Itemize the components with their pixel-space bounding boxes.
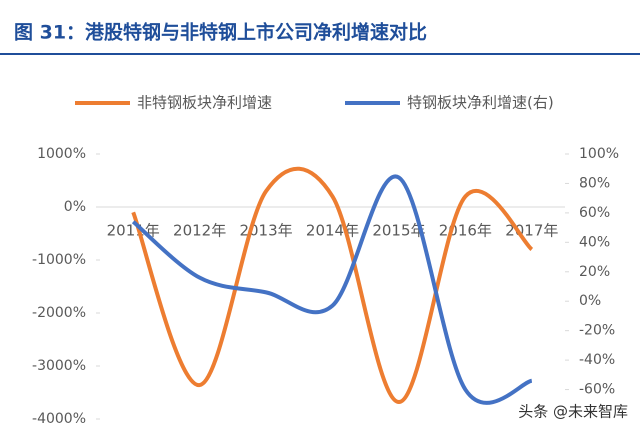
y2-tick-label: 100% bbox=[579, 146, 619, 162]
y2-tick-label: 60% bbox=[579, 205, 610, 221]
y2-tick-label: -40% bbox=[579, 352, 615, 368]
y2-tick-label: 80% bbox=[579, 175, 610, 191]
x-tick-label: 2014年 bbox=[306, 222, 359, 240]
series-line bbox=[131, 166, 534, 405]
y-tick-label: -4000% bbox=[32, 411, 86, 427]
legend-label: 非特钢板块净利增速 bbox=[137, 94, 272, 112]
y-tick-label: -1000% bbox=[32, 252, 86, 268]
y-tick-label: -3000% bbox=[32, 358, 86, 374]
y2-tick-label: 40% bbox=[579, 234, 610, 250]
y2-tick-label: -60% bbox=[579, 382, 615, 398]
y2-tick-label: -20% bbox=[579, 323, 615, 339]
y2-tick-label: 0% bbox=[579, 293, 601, 309]
legend-label: 特钢板块净利增速(右) bbox=[407, 94, 554, 112]
series-line bbox=[131, 174, 533, 405]
y-tick-label: -2000% bbox=[32, 305, 86, 321]
x-tick-label: 2015年 bbox=[372, 222, 425, 240]
watermark: 头条 @未来智库 bbox=[518, 403, 628, 421]
y-tick-label: 1000% bbox=[37, 146, 86, 162]
y2-tick-label: 20% bbox=[579, 264, 610, 280]
chart-title: 图 31：港股特钢与非特钢上市公司净利增速对比 bbox=[14, 21, 427, 44]
y-tick-label: 0% bbox=[64, 199, 86, 215]
x-tick-label: 2012年 bbox=[173, 222, 226, 240]
x-tick-label: 2016年 bbox=[439, 222, 492, 240]
